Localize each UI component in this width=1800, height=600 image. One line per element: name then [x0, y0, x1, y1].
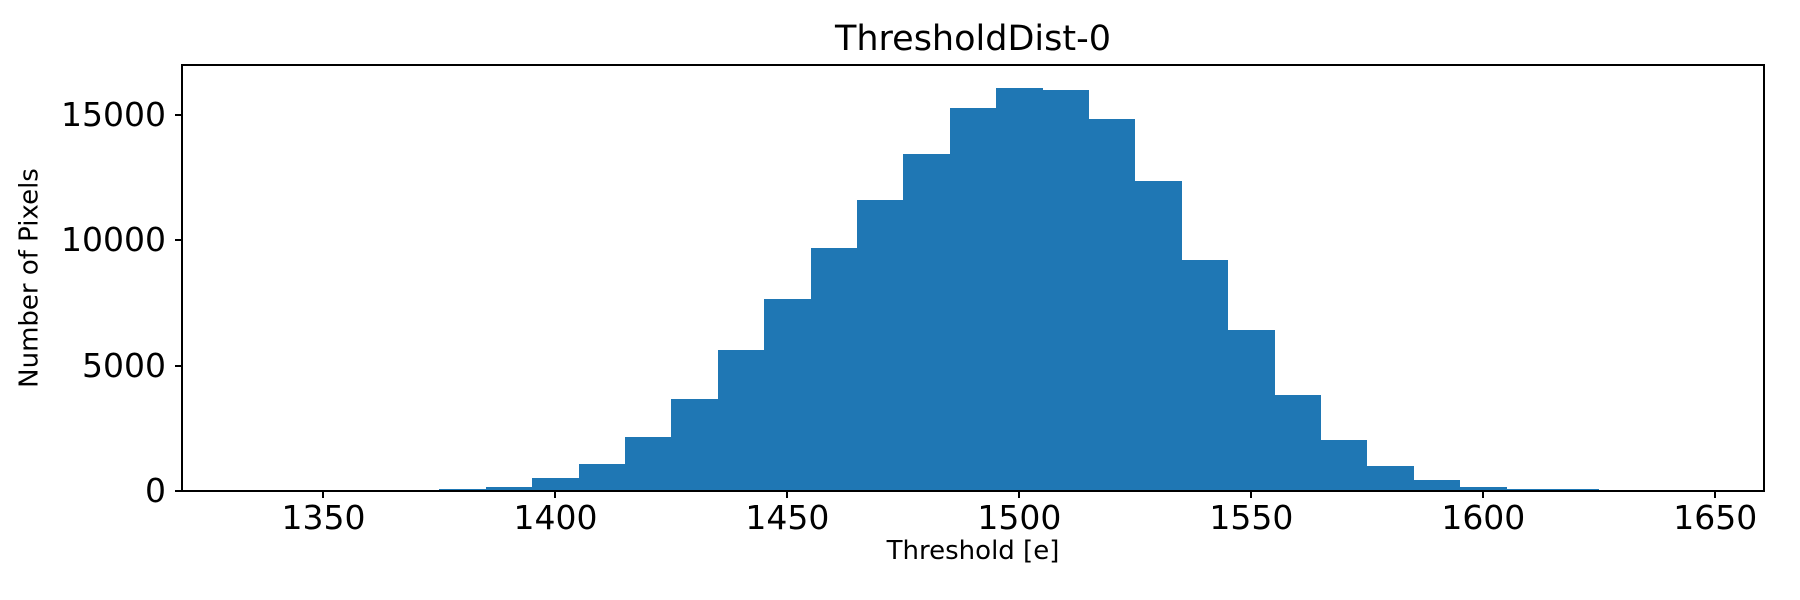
histogram-bar [1274, 394, 1321, 491]
x-tick-mark [1018, 491, 1021, 498]
y-tick-label: 0 [145, 470, 166, 510]
y-tick-label: 10000 [61, 220, 166, 260]
x-tick-mark [786, 491, 789, 498]
histogram-bar [1552, 489, 1600, 491]
histogram-bar [903, 153, 950, 491]
histogram-bar [1320, 439, 1368, 491]
x-tick-label: 1550 [1209, 498, 1294, 537]
y-tick-label: 5000 [82, 345, 166, 385]
histogram-bar [485, 487, 533, 491]
histogram-bar [1181, 259, 1229, 491]
histogram-bar [949, 107, 997, 491]
histogram-bar [393, 489, 440, 491]
histogram-bar [253, 490, 301, 491]
histogram-bar [439, 489, 486, 491]
histogram-bar [1460, 486, 1507, 491]
histogram-bar [857, 199, 904, 491]
y-tick-mark [175, 114, 182, 117]
histogram-bar [671, 398, 718, 491]
x-tick-label: 1500 [977, 498, 1062, 537]
histogram-bar [1506, 489, 1553, 491]
x-tick-mark [1714, 491, 1717, 498]
histogram-bar [346, 490, 394, 491]
x-tick-label: 1450 [745, 498, 830, 537]
histogram-bar [717, 349, 765, 491]
plot-area [182, 65, 1764, 491]
chart-title: ThresholdDist-0 [834, 19, 1112, 59]
x-tick-mark [554, 491, 557, 498]
y-tick-mark [175, 490, 182, 492]
histogram-bar [764, 298, 811, 491]
histogram-bar [532, 478, 579, 491]
histogram-bar [578, 463, 626, 491]
histogram-bar [1135, 180, 1182, 491]
y-tick-label: 15000 [61, 94, 166, 134]
x-tick-mark [1250, 491, 1253, 498]
y-tick-mark [175, 239, 182, 242]
histogram-bar [1088, 118, 1136, 491]
histogram-bar [1367, 465, 1414, 491]
histogram-bar [810, 247, 857, 491]
histogram-bar [1413, 480, 1461, 491]
x-axis-label: Threshold [e] [886, 536, 1060, 566]
x-tick-label: 1400 [513, 498, 598, 537]
x-tick-label: 1600 [1441, 498, 1526, 537]
x-tick-label: 1350 [281, 498, 366, 537]
histogram-bar [1042, 89, 1089, 491]
histogram-bar [1228, 329, 1275, 491]
y-tick-mark [175, 364, 182, 367]
x-tick-mark [1482, 491, 1485, 498]
x-tick-mark [322, 491, 325, 498]
histogram-bar [625, 436, 672, 491]
histogram-bar [996, 87, 1043, 491]
x-tick-label: 1650 [1673, 498, 1758, 537]
